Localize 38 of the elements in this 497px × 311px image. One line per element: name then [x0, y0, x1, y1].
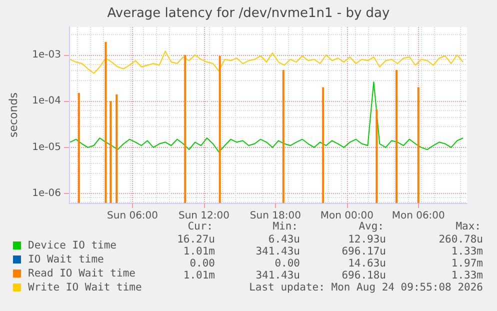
x-tick-label: Sun 18:00 [250, 210, 301, 222]
text: Max: [456, 220, 481, 232]
x-tick-label: Sun 12:00 [178, 210, 230, 222]
x-tick-label: Mon 00:00 [320, 210, 374, 222]
y-tick-label: 1e-06 [32, 188, 61, 200]
text: Avg: [358, 220, 384, 232]
line-series [69, 50, 464, 74]
chart-title: Average latency for /dev/nvme1n1 - by day [107, 6, 390, 21]
text: 341.43u [256, 270, 300, 282]
y-tick-label: 1e-05 [32, 142, 61, 153]
legend-label: Write IO Wait time [28, 282, 142, 294]
y-tick-label: 1e-03 [32, 49, 61, 60]
text: Cur: [188, 220, 213, 232]
text: 0.00 [190, 258, 215, 270]
text: Min: [272, 220, 298, 232]
legend-label: Read IO Wait time [28, 268, 136, 280]
text: 14.63u [348, 258, 386, 270]
text: 1.33m [451, 270, 483, 282]
line-series [69, 81, 464, 152]
text: 1.01m [183, 270, 215, 282]
text: 260.78u [438, 234, 483, 246]
text: 1.01m [183, 246, 215, 258]
x-tick-label: Sun 06:00 [107, 210, 158, 222]
text: Last update: Mon Aug 24 09:55:08 2026 [249, 282, 483, 294]
text: 0.00 [274, 258, 300, 270]
text: 16.27u [177, 234, 215, 246]
text: 341.43u [256, 246, 300, 258]
text: 696.17u [342, 246, 386, 258]
text: 1.33m [451, 246, 483, 258]
x-tick-label: Mon 06:00 [392, 210, 445, 222]
y-tick-label: 1e-04 [32, 96, 61, 107]
legend-label: IO Wait time [28, 254, 104, 266]
text: 696.18u [342, 270, 386, 282]
legend-label: Device IO time [28, 240, 117, 252]
text: 6.43u [268, 234, 300, 246]
text: 12.93u [348, 234, 386, 246]
text: 1.97m [451, 258, 483, 270]
y-axis-title: seconds [7, 92, 20, 138]
